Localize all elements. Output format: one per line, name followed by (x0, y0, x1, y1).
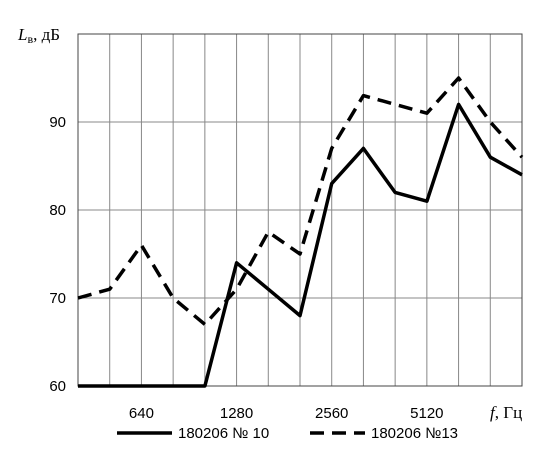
series-lines (77, 76, 524, 388)
x-tick-label: 640 (129, 405, 154, 422)
legend: 180206 № 10 180206 №13 (117, 425, 458, 442)
y-tick-labels: 60 70 80 90 (49, 114, 66, 395)
grid (77, 33, 523, 387)
series-line-1 (78, 102, 523, 388)
y-axis-label-var: L (17, 25, 27, 44)
legend-label-series-1: 180206 № 10 (178, 425, 269, 442)
y-axis-label-sub: в (27, 32, 33, 46)
x-tick-label: 5120 (410, 405, 443, 422)
y-tick-label: 90 (49, 114, 66, 131)
x-tick-label: 1280 (220, 405, 253, 422)
x-axis-label-unit: , Гц (495, 403, 522, 422)
x-tick-label: 2560 (315, 405, 348, 422)
y-tick-label: 80 (49, 202, 66, 219)
y-tick-label: 70 (49, 290, 66, 307)
y-tick-label: 60 (49, 378, 66, 395)
plot-frame (77, 33, 523, 387)
x-axis-label-var: f (490, 403, 497, 422)
x-tick-labels: 640 1280 2560 5120 (129, 405, 444, 422)
legend-label-series-2: 180206 №13 (371, 425, 458, 442)
y-axis-label: Lв, дБ (17, 25, 60, 46)
x-axis-label: f, Гц (490, 403, 522, 422)
y-axis-label-unit: , дБ (33, 25, 60, 44)
series-line-2 (77, 76, 524, 327)
